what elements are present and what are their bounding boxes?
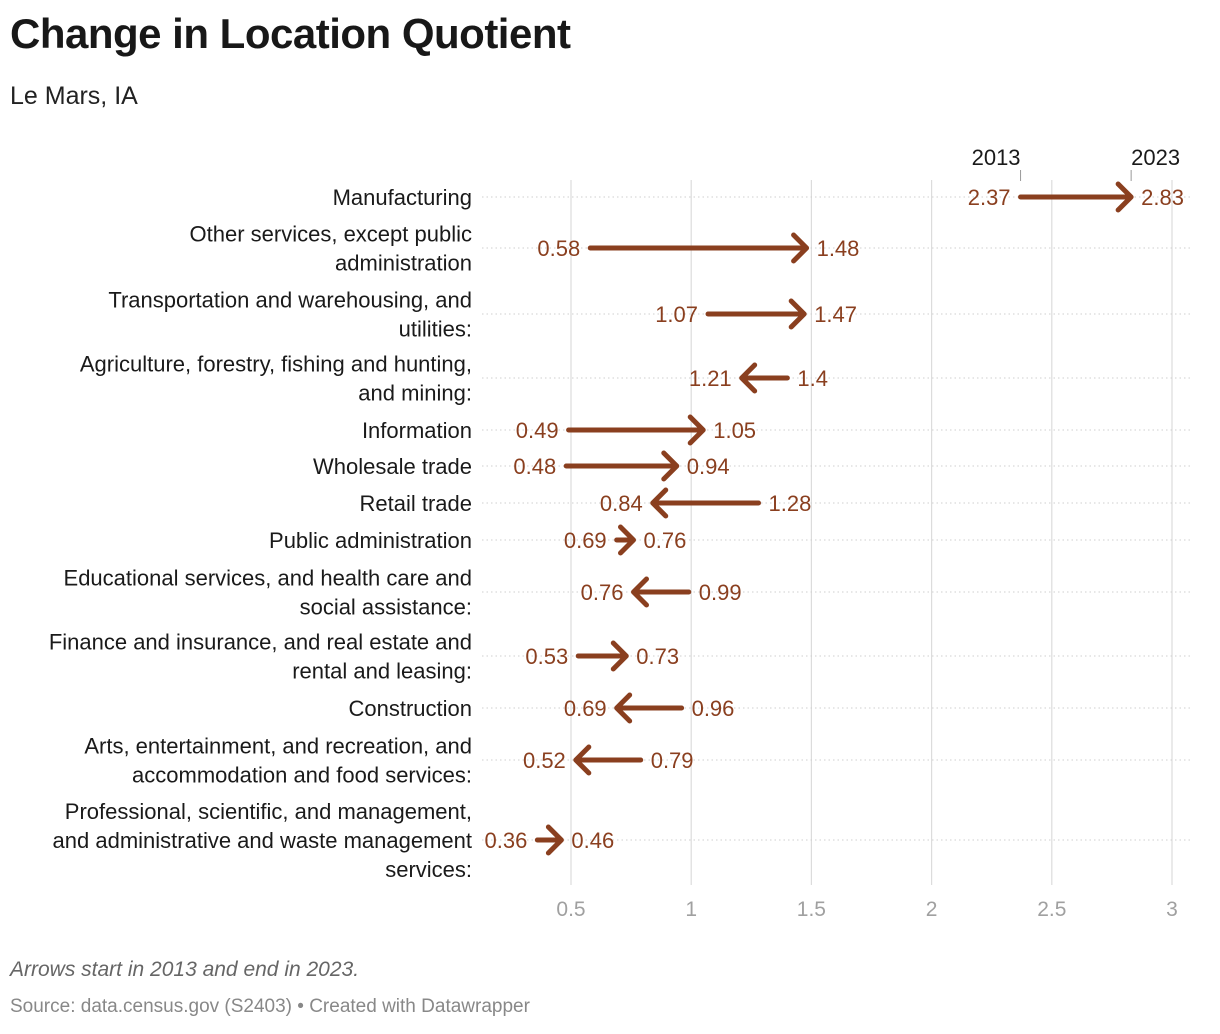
start-value-label: 2.37 <box>968 185 1011 210</box>
category-label: administration <box>335 251 472 276</box>
start-value-label: 0.48 <box>513 454 556 479</box>
start-value-label: 0.58 <box>537 236 580 261</box>
arrow-head <box>614 692 633 724</box>
start-value-label: 1.07 <box>655 302 698 327</box>
end-value-label: 1.05 <box>713 418 756 443</box>
category-label: Finance and insurance, and real estate a… <box>49 630 472 655</box>
end-value-label: 0.76 <box>644 528 687 553</box>
chart-title: Change in Location Quotient <box>10 10 571 57</box>
x-tick-label: 2.5 <box>1037 898 1066 921</box>
end-value-label: 0.73 <box>636 644 679 669</box>
category-label: Information <box>362 418 472 443</box>
start-value-label: 0.96 <box>692 696 735 721</box>
category-label: Other services, except public <box>190 222 472 247</box>
category-label: utilities: <box>399 317 472 342</box>
chart-subtitle: Le Mars, IA <box>10 82 138 110</box>
category-label: Construction <box>348 696 472 721</box>
category-label: and mining: <box>358 381 472 406</box>
start-value-label: 0.53 <box>525 644 568 669</box>
start-value-label: 0.49 <box>516 418 559 443</box>
arrow-head <box>650 487 669 519</box>
start-value-label: 0.36 <box>485 828 528 853</box>
chart-note: Arrows start in 2013 and end in 2023. <box>10 958 360 981</box>
end-year-label: 2023 <box>1131 145 1180 170</box>
arrow-head <box>739 362 758 394</box>
category-label: Transportation and warehousing, and <box>108 288 472 313</box>
arrow-head <box>661 450 680 482</box>
category-label: rental and leasing: <box>292 659 472 684</box>
category-label: Wholesale trade <box>313 454 472 479</box>
end-value-label: 1.48 <box>817 236 860 261</box>
arrow-head <box>791 232 810 264</box>
start-year-label: 2013 <box>972 145 1021 170</box>
start-value-label: 0.99 <box>699 580 742 605</box>
category-label: accommodation and food services: <box>132 763 472 788</box>
x-tick-label: 1.5 <box>797 898 826 921</box>
arrow-head <box>788 298 807 330</box>
category-label: Educational services, and health care an… <box>64 566 472 591</box>
x-tick-label: 3 <box>1166 898 1178 921</box>
end-value-label: 0.69 <box>564 696 607 721</box>
category-label: Professional, scientific, and management… <box>65 799 472 824</box>
category-label: Public administration <box>269 528 472 553</box>
arrow-head <box>610 640 629 672</box>
end-value-label: 0.76 <box>581 580 624 605</box>
arrow-head <box>545 824 564 856</box>
end-value-label: 1.47 <box>814 302 857 327</box>
category-label: Arts, entertainment, and recreation, and <box>84 734 472 759</box>
x-tick-label: 2 <box>926 898 938 921</box>
arrow-head <box>1115 181 1134 213</box>
end-value-label: 1.21 <box>689 366 732 391</box>
category-label: Agriculture, forestry, fishing and hunti… <box>80 352 472 377</box>
arrow-head <box>631 576 650 608</box>
start-value-label: 0.69 <box>564 528 607 553</box>
category-label: Retail trade <box>359 491 472 516</box>
arrow-head <box>687 414 706 446</box>
end-value-label: 0.84 <box>600 491 643 516</box>
end-value-label: 0.94 <box>687 454 730 479</box>
end-value-label: 2.83 <box>1141 185 1184 210</box>
category-label: services: <box>385 857 472 882</box>
arrow-head <box>573 744 592 776</box>
start-value-label: 1.28 <box>769 491 812 516</box>
category-label: Manufacturing <box>333 185 472 210</box>
category-label: social assistance: <box>300 595 472 620</box>
start-value-label: 0.79 <box>651 748 694 773</box>
end-value-label: 0.46 <box>571 828 614 853</box>
category-label: and administrative and waste management <box>53 828 472 853</box>
start-value-label: 1.4 <box>797 366 828 391</box>
chart-source: Source: data.census.gov (S2403) • Create… <box>10 996 530 1017</box>
arrow-head <box>618 524 637 556</box>
end-value-label: 0.52 <box>523 748 566 773</box>
arrow-chart: 0.5 1 1.5 2 2.5 3 Manufacturing Other services,… <box>49 145 1190 921</box>
x-tick-label: 0.5 <box>556 898 585 921</box>
x-tick-label: 1 <box>685 898 697 921</box>
